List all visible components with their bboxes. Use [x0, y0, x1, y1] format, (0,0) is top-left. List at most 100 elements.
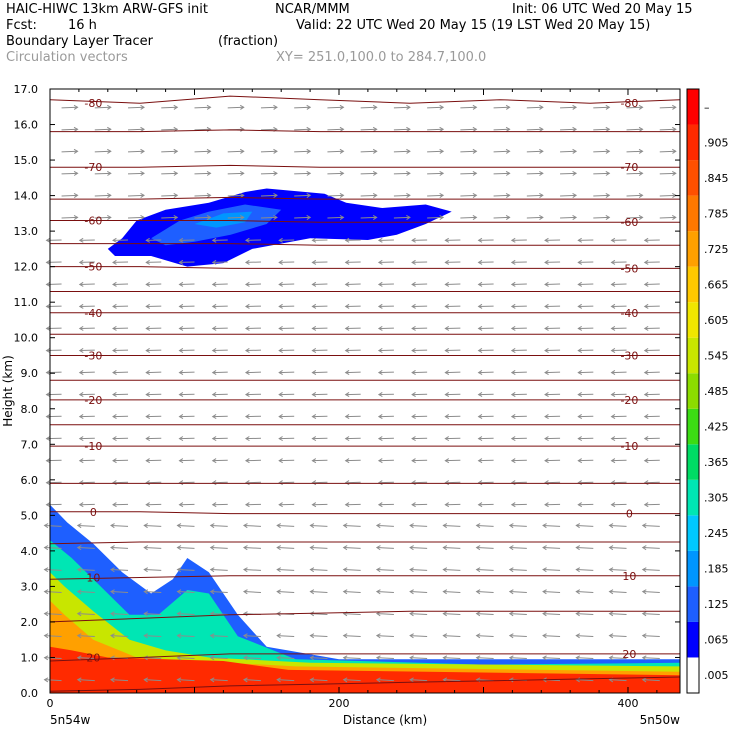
- colorbar-swatch: [687, 231, 699, 267]
- wind-vector: [460, 104, 478, 110]
- wind-vector: [276, 589, 295, 595]
- x-tick-label: 200: [328, 697, 349, 710]
- wind-vector: [493, 215, 511, 220]
- colorbar-label: .125: [704, 598, 729, 611]
- wind-vector: [145, 281, 162, 287]
- wind-vector: [411, 369, 428, 375]
- colorbar-label: .245: [704, 527, 729, 540]
- wind-vector: [344, 347, 361, 353]
- wind-vector: [377, 392, 394, 398]
- wind-vector: [311, 480, 328, 486]
- wind-vector: [94, 126, 112, 132]
- isotherm-label: -70: [620, 161, 638, 174]
- colorbar-label: .665: [704, 278, 729, 291]
- wind-vector: [176, 545, 195, 551]
- wind-vector: [427, 215, 445, 220]
- y-tick-label: 7.0: [21, 438, 39, 451]
- wind-vector: [659, 192, 677, 198]
- wind-vector: [227, 215, 245, 220]
- wind-vector: [442, 611, 461, 617]
- wind-vector: [294, 104, 312, 110]
- wind-vector: [411, 480, 428, 486]
- wind-vector: [393, 215, 411, 220]
- wind-vector: [409, 589, 428, 595]
- wind-vector: [510, 325, 527, 331]
- wind-vector: [542, 633, 561, 639]
- colorbar: .005 .065 .125 .185 .245 .305 .365 .425 .485 .545…: [686, 88, 729, 694]
- wind-vector: [76, 523, 95, 529]
- wind-vector: [442, 545, 461, 551]
- wind-vector: [311, 347, 328, 353]
- wind-vector: [43, 523, 62, 529]
- wind-vector: [544, 325, 561, 331]
- wind-vector: [45, 414, 62, 420]
- wind-vector: [411, 347, 428, 353]
- wind-vector: [344, 458, 361, 464]
- wind-vector: [112, 480, 129, 486]
- wind-vector: [593, 126, 611, 132]
- isotherm-label: 20: [86, 651, 100, 664]
- wind-vector: [575, 677, 594, 683]
- wind-vector: [510, 502, 527, 508]
- wind-vector: [544, 502, 561, 508]
- wind-vector: [43, 567, 62, 573]
- wind-vector: [78, 480, 95, 486]
- wind-vector: [112, 303, 129, 309]
- wind-vector: [278, 281, 295, 287]
- wind-vector: [475, 611, 494, 617]
- colorbar-swatch: [687, 195, 699, 232]
- wind-vector: [145, 347, 162, 353]
- wind-vector: [477, 259, 494, 265]
- wind-vector: [342, 677, 361, 683]
- wind-vector: [145, 237, 162, 243]
- wind-vector: [643, 259, 660, 265]
- wind-vector: [475, 633, 494, 639]
- wind-vector: [360, 215, 378, 220]
- wind-vector: [143, 545, 162, 551]
- wind-vector: [659, 126, 677, 132]
- isotherm-line: [49, 676, 681, 692]
- wind-vector: [78, 369, 95, 375]
- wind-vector: [575, 567, 594, 573]
- wind-vector: [409, 611, 428, 617]
- wind-vector: [360, 126, 378, 132]
- isotherm-label: -20: [620, 394, 638, 407]
- wind-vector: [145, 414, 162, 420]
- wind-vector: [377, 347, 394, 353]
- wind-vector: [244, 369, 261, 375]
- colorbar-swatch: [687, 621, 699, 658]
- wind-vector: [244, 414, 261, 420]
- wind-vector: [94, 170, 112, 176]
- wind-vector: [610, 392, 627, 398]
- wind-vector: [244, 281, 261, 287]
- wind-vector: [260, 170, 278, 176]
- wind-vector: [544, 436, 561, 442]
- y-tick-label: 2.0: [21, 616, 39, 629]
- wind-vector: [593, 104, 611, 110]
- colorbar-label: –: [704, 101, 710, 114]
- wind-vector: [45, 502, 62, 508]
- wind-vector: [211, 502, 228, 508]
- wind-vector: [641, 677, 660, 683]
- wind-vector: [460, 215, 478, 220]
- wind-vector: [610, 237, 627, 243]
- isotherm-line: [49, 95, 681, 104]
- section-start-label: 5n54w: [50, 713, 91, 727]
- wind-vector: [610, 347, 627, 353]
- isotherm-line: [50, 129, 680, 133]
- wind-vector: [344, 369, 361, 375]
- wind-vector: [211, 369, 228, 375]
- wind-vector: [477, 237, 494, 243]
- wind-vector: [608, 523, 627, 529]
- y-tick-label: 5.0: [21, 509, 39, 522]
- wind-vector: [375, 545, 394, 551]
- wind-vector: [112, 369, 129, 375]
- wind-vector: [178, 369, 195, 375]
- wind-vector: [377, 480, 394, 486]
- wind-vector: [610, 281, 627, 287]
- wind-vector: [244, 347, 261, 353]
- wind-vector: [393, 192, 411, 198]
- wind-vector: [278, 347, 295, 353]
- wind-vector: [610, 480, 627, 486]
- wind-vector: [311, 392, 328, 398]
